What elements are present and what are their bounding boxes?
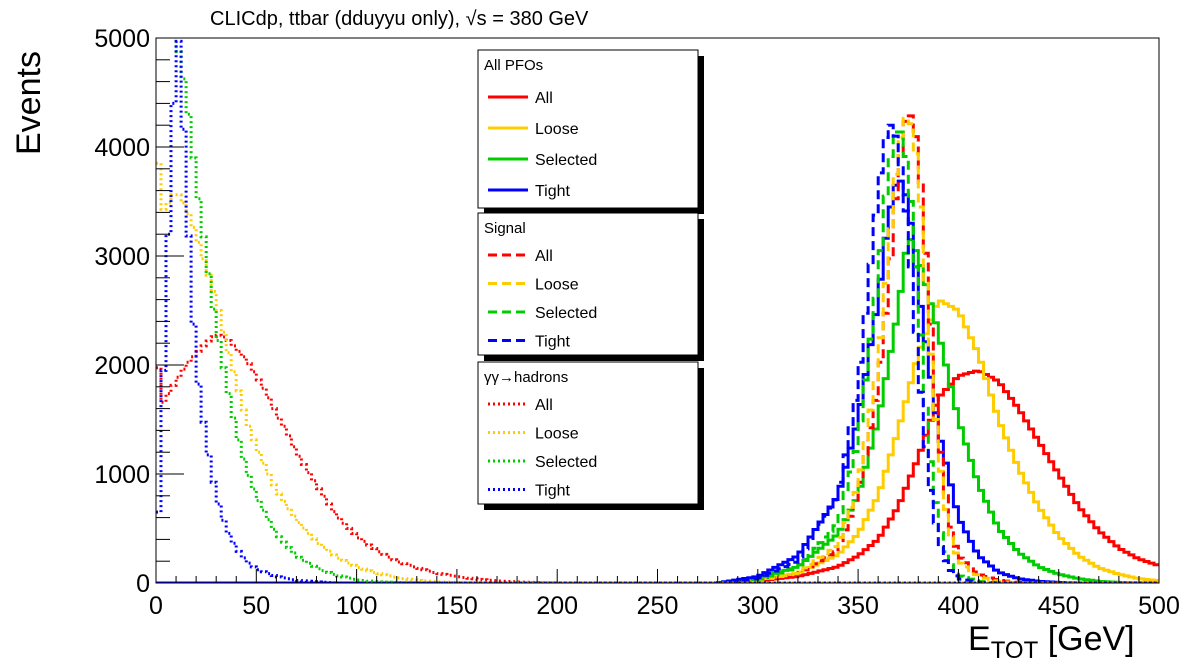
chart-title: CLICdp, ttbar (dduyyu only), √s = 380 Ge…	[210, 8, 589, 30]
legend-box	[477, 212, 699, 356]
legend-item-label: Selected	[535, 305, 597, 322]
legend-item-label: Loose	[535, 121, 579, 138]
legend-item-label: Tight	[535, 334, 571, 351]
x-tick-label: 400	[938, 592, 980, 620]
legend-item-label: All	[535, 397, 553, 414]
y-tick-label: 4000	[94, 134, 150, 162]
x-tick-label: 350	[837, 592, 879, 620]
x-axis-title: ETOT [GeV]	[968, 620, 1135, 664]
series-line	[156, 179, 1159, 583]
series-line	[156, 39, 1159, 583]
axes: 0 50 100 150 200 250 300 350 400 450 5000100020003…	[94, 25, 1179, 620]
legend-item-label: Tight	[535, 483, 571, 500]
y-axis-title: Events	[10, 51, 48, 155]
legend-item-label: Tight	[535, 183, 571, 200]
x-tick-label: 500	[1138, 592, 1180, 620]
legend-item-label: All	[535, 90, 553, 107]
legend-item-label: Loose	[535, 426, 579, 443]
x-tick-label: 50	[242, 592, 270, 620]
y-tick-label: 2000	[94, 352, 150, 380]
x-tick-label: 450	[1038, 592, 1080, 620]
x-tick-label: 250	[637, 592, 679, 620]
legend-item-label: Selected	[535, 454, 597, 471]
legend-item-label: Selected	[535, 152, 597, 169]
y-tick-label: 3000	[94, 243, 150, 271]
legend-group-title: All PFOs	[484, 57, 543, 74]
x-tick-label: 150	[436, 592, 478, 620]
x-tick-label: 300	[737, 592, 779, 620]
x-tick-label: 200	[536, 592, 578, 620]
legend-group-title: Signal	[484, 220, 526, 237]
legend-item-label: All	[535, 248, 553, 265]
legend-group-title: γγ→hadrons	[484, 369, 568, 386]
y-tick-label: 1000	[94, 461, 150, 489]
y-tick-label: 0	[136, 570, 150, 598]
legend-item-label: Loose	[535, 277, 579, 294]
x-tick-label: 0	[149, 592, 163, 620]
legend: All PFOs All Loose Selected Tight Signal All Lo…	[477, 49, 704, 510]
y-tick-label: 5000	[94, 25, 150, 53]
x-tick-label: 100	[336, 592, 378, 620]
